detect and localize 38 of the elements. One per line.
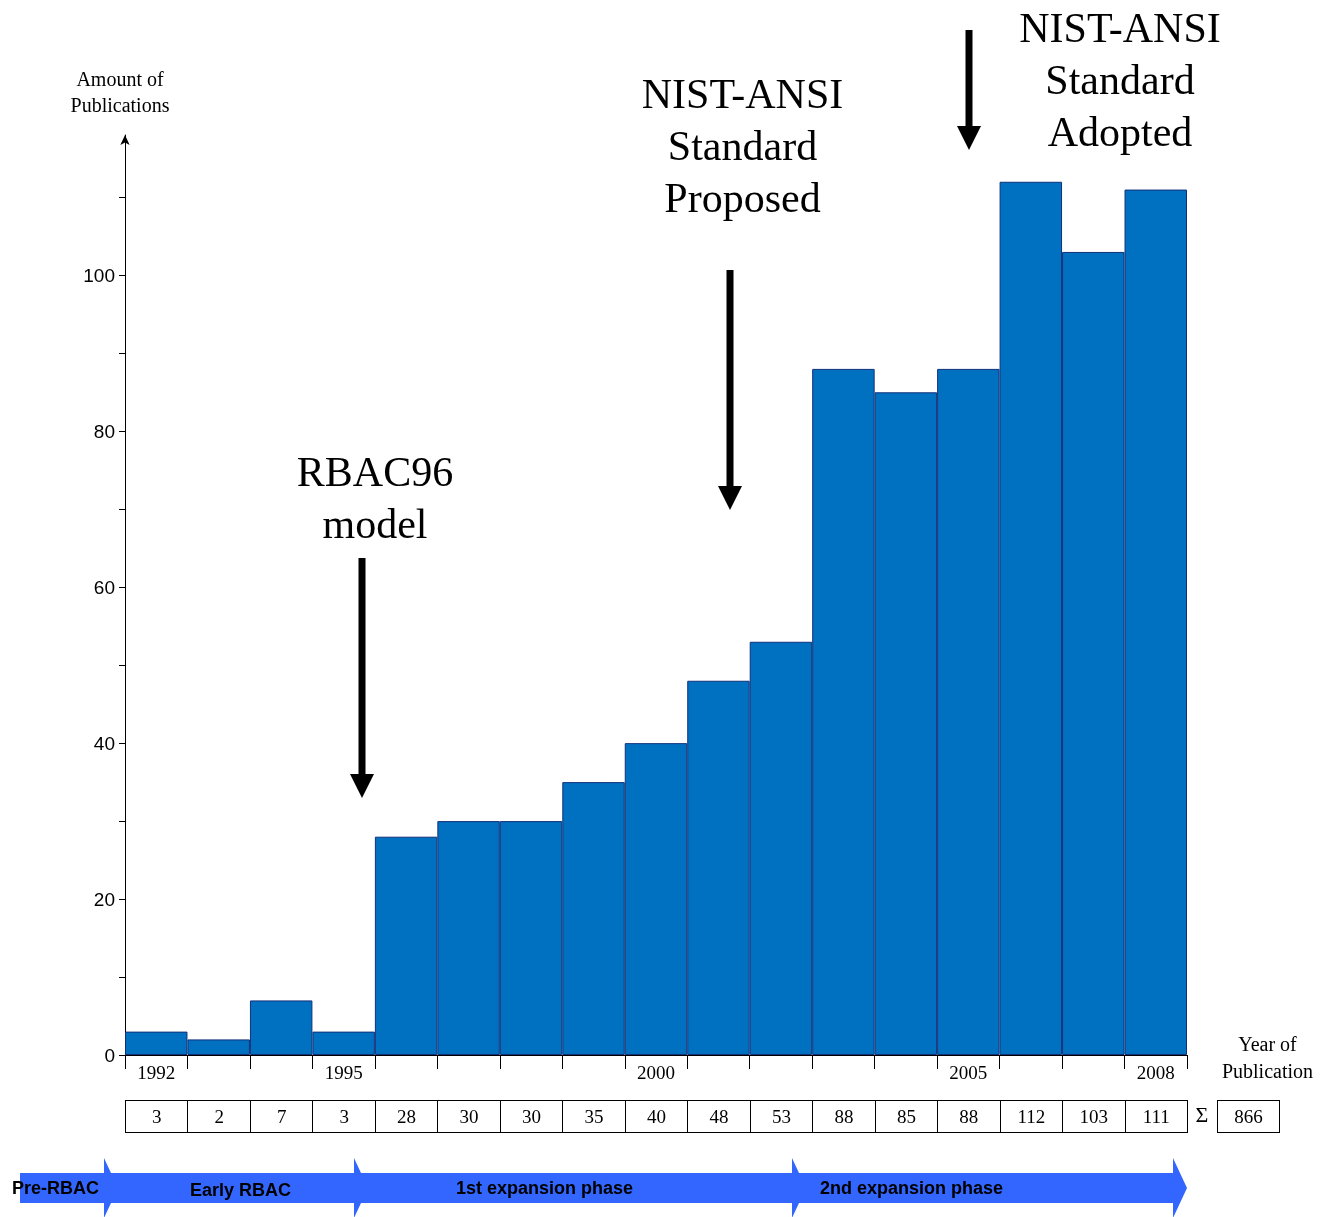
text: Σ <box>1194 1102 1210 1128</box>
data-label: 88 <box>937 1100 1001 1133</box>
data-label: 103 <box>1062 1100 1126 1133</box>
text: 2nd expansion phase <box>820 1178 1004 1199</box>
x-tick-label: 2005 <box>949 1062 988 1083</box>
data-label: 85 <box>874 1100 939 1133</box>
data-label: 28 <box>374 1100 439 1133</box>
text: Early RBAC <box>190 1180 292 1201</box>
data-label: 3 <box>125 1100 189 1133</box>
y-tick-label: 0 <box>104 1044 115 1066</box>
text: 866 <box>1217 1100 1280 1133</box>
data-label: 48 <box>687 1100 751 1133</box>
data-label: 7 <box>249 1100 314 1133</box>
data-label: 111 <box>1124 1100 1188 1133</box>
y-axis-title: Amount of Publications <box>69 67 171 118</box>
x-axis-title: Year of Publication <box>1220 1032 1315 1084</box>
x-tick-label: 1995 <box>324 1062 363 1083</box>
text: 1st expansion phase <box>456 1178 634 1199</box>
annotation: RBAC96 model <box>295 448 455 549</box>
y-tick-label: 100 <box>83 264 115 286</box>
y-tick-label: 80 <box>93 420 115 442</box>
data-label: 53 <box>749 1100 814 1133</box>
data-label: 2 <box>187 1100 251 1133</box>
x-tick-label: 1992 <box>137 1062 176 1083</box>
y-tick-label: 20 <box>93 888 115 910</box>
data-label: 88 <box>812 1100 876 1133</box>
annotation: NIST-ANSI Standard Adopted <box>1018 4 1222 157</box>
annotation: NIST-ANSI Standard Proposed <box>640 70 845 223</box>
data-label: 35 <box>562 1100 626 1133</box>
y-tick-label: 40 <box>93 732 115 754</box>
data-label: 30 <box>499 1100 564 1133</box>
data-label: 40 <box>624 1100 689 1133</box>
data-label: 30 <box>437 1100 501 1133</box>
x-tick-label: 2000 <box>637 1062 675 1083</box>
data-label: 112 <box>999 1100 1064 1133</box>
y-tick-label: 60 <box>93 576 115 598</box>
data-label: 3 <box>312 1100 376 1133</box>
x-tick-label: 2008 <box>1136 1062 1175 1083</box>
